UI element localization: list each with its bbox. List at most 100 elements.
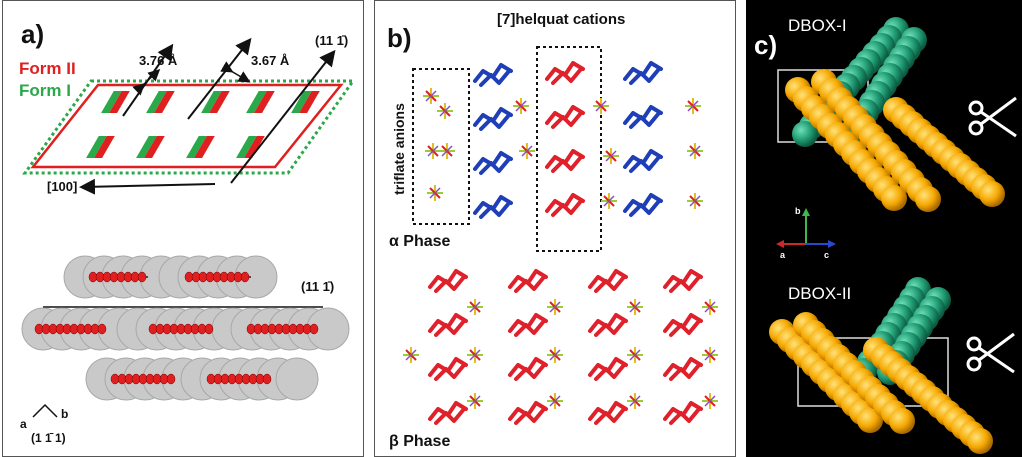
alpha-phase-label: α Phase — [389, 233, 451, 250]
plane-label-top: (11 1̄) — [315, 33, 349, 48]
spacing-mark-1 — [132, 68, 161, 96]
triflate-anion — [467, 347, 483, 363]
direction-label: [100] — [47, 179, 78, 194]
helquat-cation — [663, 269, 703, 293]
stacked-pair — [201, 91, 230, 113]
form-i-label: Form I — [19, 81, 71, 100]
plane-label-mid: (11 1̄) — [301, 279, 335, 294]
atom — [240, 271, 250, 283]
triflate-anion — [627, 299, 643, 315]
atom-sphere — [792, 121, 818, 147]
triflate-anion — [425, 143, 441, 159]
panel-a-label: a) — [21, 19, 45, 49]
stacked-pair — [146, 91, 175, 113]
triflate-anion — [467, 299, 483, 315]
helquat-cation — [545, 193, 585, 217]
stacked-pair — [86, 136, 115, 158]
helquat-cation — [663, 401, 703, 425]
panel-a: a) Form II Form I 3.76 Å 3.67 Å (11 1̄) … — [2, 0, 364, 457]
helquat-cation — [545, 61, 585, 85]
helquat-cation — [508, 269, 548, 293]
panel-c-label: c) — [754, 30, 778, 60]
helquat-cation — [623, 105, 663, 129]
atom — [262, 373, 272, 385]
helquat-cation — [588, 357, 628, 381]
arrow-up-2 — [187, 37, 252, 120]
triflate-anion — [687, 143, 703, 159]
helquat-cation — [663, 357, 703, 381]
molecule-field — [403, 61, 718, 425]
panel-b-diagram — [403, 46, 718, 425]
atom-sphere — [979, 181, 1005, 207]
triflate-anion — [439, 143, 455, 159]
stacked-pair — [291, 91, 320, 113]
form-ii-cell — [30, 83, 344, 169]
atom-sphere — [967, 428, 993, 454]
triflate-anion — [627, 393, 643, 409]
triflate-anion — [547, 347, 563, 363]
helquat-cation — [663, 313, 703, 337]
triflate-anion — [702, 393, 718, 409]
triflate-anion — [467, 393, 483, 409]
triflate-anion — [519, 143, 535, 159]
helquat-cation — [508, 313, 548, 337]
triflate-anion — [403, 347, 419, 363]
distance-label-1: 3.76 Å — [139, 53, 178, 68]
triflate-anion — [513, 98, 529, 114]
helquat-cation — [473, 195, 513, 219]
triflate-anion — [685, 98, 701, 114]
axis-b-text: b — [795, 206, 801, 216]
helquat-cation — [545, 105, 585, 129]
molecule-spheres — [769, 17, 1005, 454]
panel-b-label: b) — [387, 23, 412, 53]
triflate-anion — [702, 299, 718, 315]
helquat-cation — [508, 357, 548, 381]
panel-a-diagram — [21, 37, 356, 418]
stacked-pair — [186, 136, 215, 158]
triflate-anion — [423, 88, 439, 104]
sphere-layers — [21, 255, 350, 401]
helquat-cation — [588, 401, 628, 425]
stacked-pair — [246, 91, 275, 113]
form-ii-label: Form II — [19, 59, 76, 78]
spacing-mark-2 — [220, 61, 251, 83]
cation-box — [536, 46, 602, 252]
triflate-anion — [687, 193, 703, 209]
axis-c-text: c — [824, 250, 830, 260]
triflate-anion — [547, 393, 563, 409]
helquat-cation — [588, 269, 628, 293]
atom-sphere — [881, 185, 907, 211]
atom — [204, 323, 214, 335]
distance-label-2: 3.67 Å — [251, 53, 290, 68]
panel-c-diagram — [769, 17, 1017, 454]
axis-a-label: a — [20, 417, 27, 431]
helquat-cation — [473, 63, 513, 87]
helquat-cation — [623, 193, 663, 217]
panel-c: c) DBOX-I DBOX-II b a c — [746, 0, 1022, 457]
molecule-blocks — [86, 91, 320, 158]
helquat-cation — [588, 313, 628, 337]
stacked-pair — [136, 136, 165, 158]
helquat-cation — [623, 61, 663, 85]
dbox-ii-label: DBOX-II — [788, 284, 852, 303]
triflate-anion — [601, 193, 617, 209]
anions-label: triflate anions — [390, 103, 407, 195]
helquat-cation — [473, 151, 513, 175]
helquat-cation — [508, 401, 548, 425]
triflate-anion — [593, 98, 609, 114]
stacked-pair — [101, 91, 130, 113]
atom — [309, 323, 319, 335]
arrow-up-3 — [230, 49, 336, 184]
scissors-icon — [968, 96, 1017, 138]
anion-box — [412, 68, 470, 225]
axis-b-label: b — [61, 407, 69, 421]
helquat-cation — [428, 401, 468, 425]
plane-label-bottom: (1 1̄ 1) — [31, 431, 66, 445]
triflate-anion — [437, 103, 453, 119]
axis-a-text: a — [780, 250, 786, 260]
triflate-anion — [547, 299, 563, 315]
beta-phase-label: β Phase — [389, 433, 451, 450]
atom-sphere — [889, 408, 915, 434]
triflate-anion — [427, 185, 443, 201]
arrow-100 — [79, 178, 216, 195]
